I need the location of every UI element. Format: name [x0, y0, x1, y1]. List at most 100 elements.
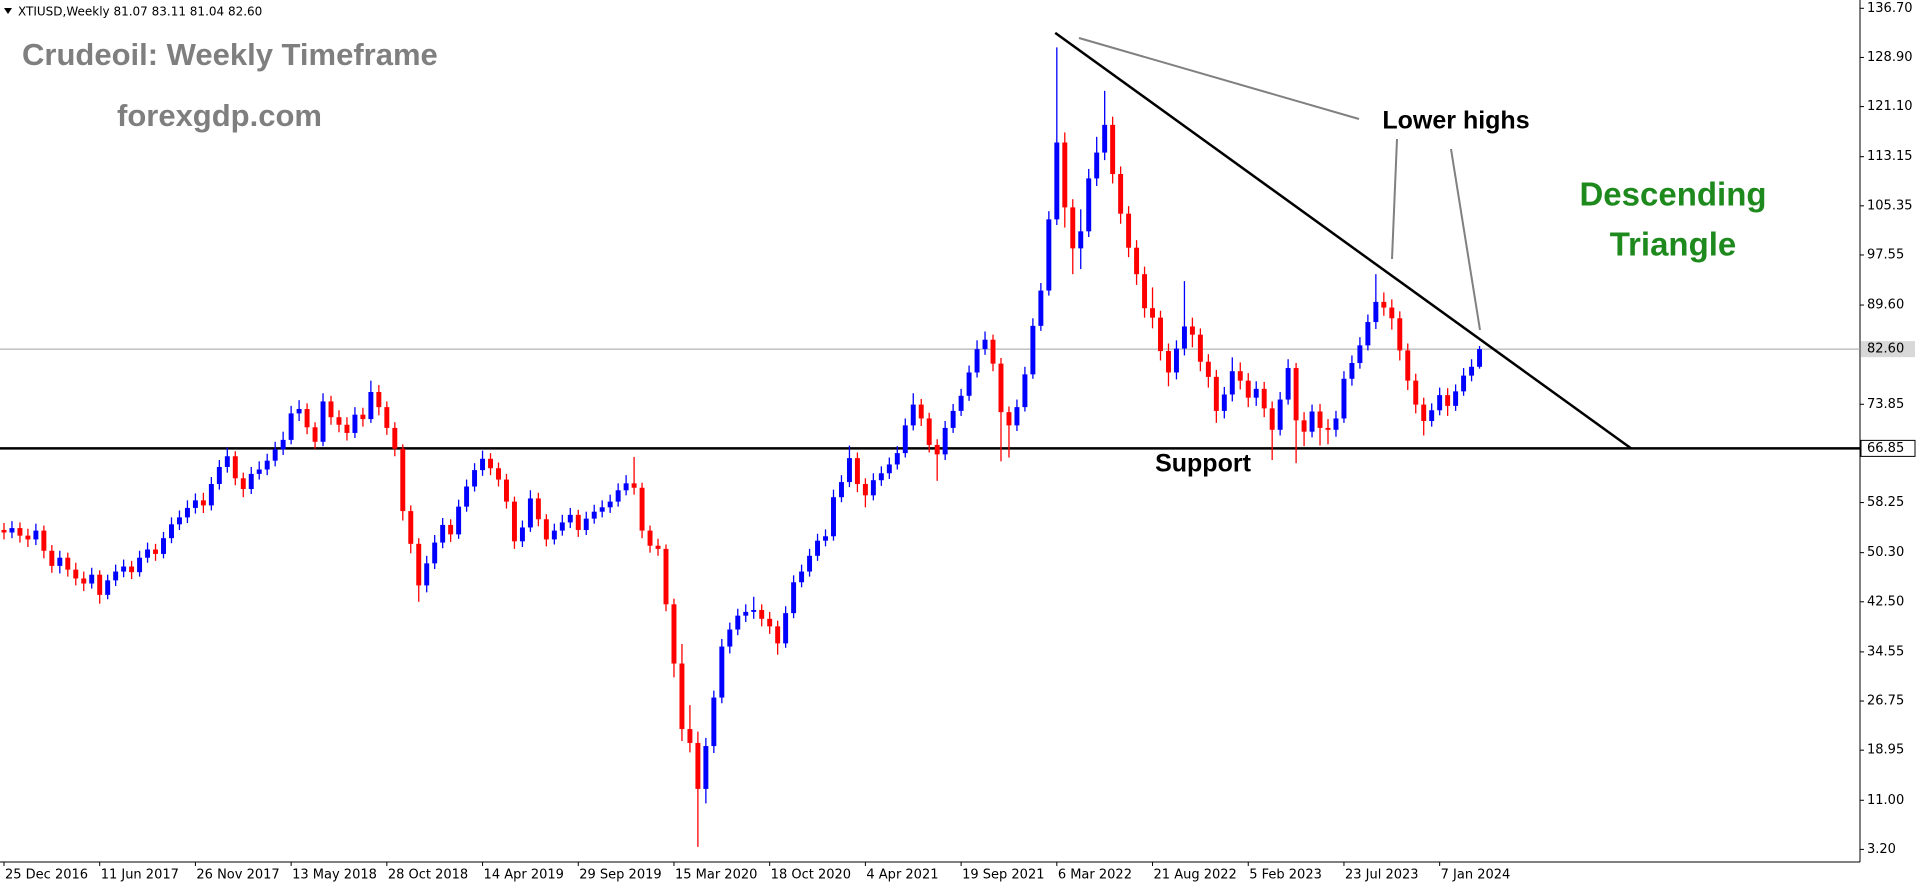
- price-label: 66.85: [1867, 441, 1904, 456]
- x-tick-label: 15 Mar 2020: [675, 868, 757, 883]
- candle-body: [1197, 334, 1203, 362]
- candle-body: [272, 449, 278, 461]
- x-tick-label: 18 Oct 2020: [771, 868, 851, 883]
- candle-body: [647, 530, 653, 546]
- candle-body: [583, 518, 589, 530]
- candle-body: [687, 729, 693, 743]
- candle-body: [535, 498, 541, 520]
- candle-body: [902, 425, 908, 454]
- candle-body: [41, 530, 47, 551]
- candle-body: [639, 487, 645, 531]
- candle-body: [49, 550, 55, 566]
- candle-body: [599, 507, 605, 512]
- candle-body: [823, 536, 828, 541]
- candles: [1, 47, 1483, 847]
- candle-body: [145, 549, 151, 558]
- y-tick-label: 113.15: [1867, 149, 1913, 164]
- candle-body: [1054, 142, 1060, 220]
- candle-body: [336, 417, 342, 425]
- x-tick-label: 26 Nov 2017: [196, 868, 279, 883]
- candle-body: [121, 566, 127, 572]
- candle-body: [615, 490, 621, 502]
- candle-body: [543, 519, 549, 540]
- y-tick-label: 11.00: [1867, 793, 1904, 808]
- candle-body: [815, 540, 821, 556]
- candle-body: [1373, 301, 1379, 323]
- candle-body: [950, 410, 956, 428]
- candle-body: [368, 391, 374, 420]
- annotation-support: Support: [1155, 450, 1251, 478]
- candle-body: [1429, 410, 1435, 421]
- candle-body: [1461, 375, 1467, 392]
- candle-body: [1269, 408, 1275, 430]
- candle-body: [1213, 376, 1219, 411]
- candle-body: [1389, 307, 1395, 319]
- x-tick-label: 29 Sep 2019: [579, 868, 661, 883]
- candle-body: [408, 511, 414, 544]
- candle-body: [176, 517, 182, 525]
- y-tick-label: 42.50: [1867, 594, 1904, 609]
- candle-body: [352, 414, 358, 433]
- candle-body: [751, 609, 757, 612]
- candle-body: [1253, 388, 1259, 398]
- price-label-box: [1861, 341, 1915, 358]
- candle-body: [663, 548, 669, 605]
- candle-body: [400, 448, 406, 512]
- candle-body: [1261, 388, 1267, 409]
- candle-body: [990, 339, 996, 364]
- candle-body: [392, 427, 398, 449]
- candle-body: [958, 395, 964, 411]
- candle-body: [1301, 420, 1307, 432]
- pattern-label: Descending: [1579, 176, 1766, 213]
- x-tick-label: 13 May 2018: [292, 868, 377, 883]
- candle-body: [1333, 418, 1339, 430]
- candle-body: [679, 663, 685, 730]
- y-tick-label: 3.20: [1867, 842, 1896, 857]
- x-tick-label: 21 Aug 2022: [1154, 868, 1237, 883]
- pointer-line: [1450, 148, 1481, 331]
- candle-body: [918, 404, 924, 419]
- y-tick-label: 26.75: [1867, 694, 1904, 709]
- x-tick-label: 7 Jan 2024: [1441, 868, 1511, 883]
- candle-body: [192, 500, 198, 508]
- candle-body: [982, 339, 988, 350]
- candle-body: [519, 527, 525, 542]
- candle-body: [1150, 308, 1156, 318]
- candle-body: [97, 574, 103, 595]
- candle-body: [878, 473, 884, 481]
- candle-body: [288, 413, 294, 440]
- y-tick-label: 105.35: [1867, 198, 1913, 213]
- candle-body: [1062, 142, 1068, 208]
- candle-body: [559, 522, 565, 531]
- candle-body: [1118, 174, 1124, 214]
- x-tick-label: 11 Jun 2017: [101, 868, 179, 883]
- candle-body: [384, 407, 390, 428]
- candle-body: [432, 542, 438, 564]
- candle-body: [1014, 407, 1020, 426]
- y-tick-label: 58.25: [1867, 495, 1904, 510]
- candle-body: [216, 466, 222, 484]
- candle-body: [1341, 378, 1347, 419]
- candle-body: [838, 482, 844, 498]
- candle-body: [1030, 325, 1036, 375]
- candle-body: [1317, 411, 1323, 428]
- candle-body: [846, 458, 852, 483]
- x-tick-label: 4 Apr 2021: [866, 868, 938, 883]
- candle-body: [1205, 361, 1211, 377]
- candle-body: [767, 618, 773, 627]
- candle-body: [631, 483, 637, 488]
- candle-body: [240, 478, 246, 490]
- candle-body: [264, 460, 270, 470]
- candle-body: [1437, 395, 1443, 411]
- candle-body: [1349, 363, 1355, 379]
- candle-body: [89, 574, 95, 584]
- candle-body: [671, 604, 677, 664]
- candle-body: [504, 479, 509, 502]
- candle-body: [1421, 404, 1427, 421]
- candle-body: [1405, 350, 1411, 381]
- candle-body: [344, 424, 350, 433]
- x-tick-label: 23 Jul 2023: [1345, 868, 1419, 883]
- candle-body: [799, 571, 805, 583]
- candle-body: [1006, 412, 1012, 426]
- candle-body: [934, 444, 940, 455]
